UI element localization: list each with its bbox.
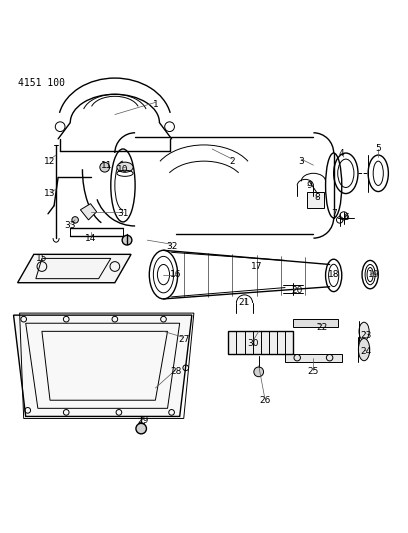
Polygon shape	[13, 315, 192, 416]
Text: 25: 25	[308, 367, 319, 376]
Text: 28: 28	[170, 367, 181, 376]
Text: 11: 11	[101, 160, 113, 169]
Text: 7: 7	[331, 209, 337, 219]
Text: 3: 3	[298, 157, 304, 166]
Text: 24: 24	[360, 347, 372, 356]
Text: 20: 20	[291, 286, 303, 295]
Text: 32: 32	[166, 242, 177, 251]
Circle shape	[254, 367, 264, 377]
Text: 1: 1	[153, 100, 158, 109]
Ellipse shape	[359, 322, 369, 341]
Text: 15: 15	[36, 254, 48, 263]
Text: 30: 30	[247, 339, 258, 348]
Polygon shape	[293, 319, 338, 327]
Circle shape	[122, 235, 132, 245]
Text: 10: 10	[117, 165, 129, 174]
Text: 2: 2	[230, 157, 235, 166]
Text: 27: 27	[178, 335, 189, 344]
Text: 31: 31	[117, 209, 129, 219]
Polygon shape	[228, 332, 293, 353]
Polygon shape	[80, 204, 97, 220]
Text: 4: 4	[339, 149, 345, 158]
Polygon shape	[18, 254, 131, 282]
Text: 13: 13	[44, 189, 56, 198]
Polygon shape	[307, 191, 324, 208]
Text: 12: 12	[44, 157, 56, 166]
Text: 16: 16	[170, 270, 182, 279]
Ellipse shape	[117, 162, 133, 172]
Polygon shape	[285, 353, 342, 362]
Text: 29: 29	[137, 416, 149, 425]
Text: 4151 100: 4151 100	[18, 78, 64, 88]
Text: 8: 8	[315, 193, 320, 202]
Text: 26: 26	[259, 395, 271, 405]
Circle shape	[136, 423, 146, 434]
Text: 21: 21	[239, 298, 250, 308]
Text: 9: 9	[306, 181, 312, 190]
Text: 5: 5	[375, 144, 381, 154]
Text: 33: 33	[64, 222, 76, 230]
Ellipse shape	[358, 338, 370, 361]
Text: 18: 18	[328, 270, 339, 279]
Text: 6: 6	[343, 213, 349, 222]
Circle shape	[72, 216, 78, 223]
Text: 14: 14	[85, 233, 96, 243]
Text: 22: 22	[316, 323, 327, 332]
Text: 17: 17	[251, 262, 262, 271]
Circle shape	[100, 163, 110, 172]
Text: 23: 23	[360, 331, 372, 340]
Text: 19: 19	[368, 270, 380, 279]
